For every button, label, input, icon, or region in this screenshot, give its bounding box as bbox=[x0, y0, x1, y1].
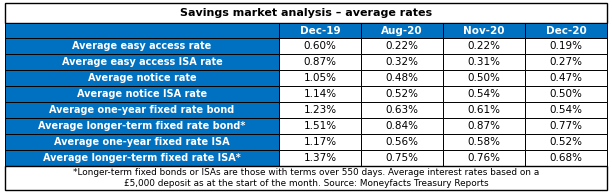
Bar bbox=[279, 102, 361, 118]
Text: Average notice rate: Average notice rate bbox=[88, 73, 196, 83]
Text: 1.51%: 1.51% bbox=[304, 121, 337, 131]
Text: 0.76%: 0.76% bbox=[468, 153, 501, 163]
Text: 0.50%: 0.50% bbox=[468, 73, 501, 83]
Bar bbox=[443, 102, 525, 118]
Text: Nov-20: Nov-20 bbox=[463, 25, 505, 36]
Bar bbox=[279, 134, 361, 150]
Text: Average notice ISA rate: Average notice ISA rate bbox=[77, 89, 207, 99]
Bar bbox=[361, 54, 443, 70]
Bar bbox=[443, 54, 525, 70]
Text: 1.37%: 1.37% bbox=[304, 153, 337, 163]
Bar bbox=[443, 86, 525, 102]
Bar bbox=[525, 23, 607, 38]
Bar bbox=[361, 23, 443, 38]
Text: 1.05%: 1.05% bbox=[304, 73, 337, 83]
Bar bbox=[443, 38, 525, 54]
Text: Dec-20: Dec-20 bbox=[546, 25, 586, 36]
Bar bbox=[525, 134, 607, 150]
Text: 0.32%: 0.32% bbox=[386, 57, 419, 67]
Bar bbox=[5, 86, 279, 102]
Text: 0.77%: 0.77% bbox=[550, 121, 583, 131]
Text: 0.68%: 0.68% bbox=[550, 153, 583, 163]
Bar bbox=[443, 134, 525, 150]
Bar bbox=[279, 86, 361, 102]
Bar bbox=[5, 38, 279, 54]
Bar bbox=[279, 118, 361, 134]
Text: Average longer-term fixed rate ISA*: Average longer-term fixed rate ISA* bbox=[43, 153, 241, 163]
Text: 0.54%: 0.54% bbox=[550, 105, 583, 115]
Bar bbox=[525, 70, 607, 86]
Bar bbox=[443, 70, 525, 86]
Text: 0.84%: 0.84% bbox=[386, 121, 419, 131]
Bar bbox=[443, 118, 525, 134]
Text: 0.27%: 0.27% bbox=[550, 57, 583, 67]
Bar bbox=[279, 150, 361, 166]
Bar bbox=[525, 86, 607, 102]
Text: 0.63%: 0.63% bbox=[386, 105, 419, 115]
Bar bbox=[5, 54, 279, 70]
Bar bbox=[443, 150, 525, 166]
Bar bbox=[361, 70, 443, 86]
Text: Average longer-term fixed rate bond*: Average longer-term fixed rate bond* bbox=[39, 121, 246, 131]
Text: Average easy access rate: Average easy access rate bbox=[72, 41, 212, 51]
Bar bbox=[361, 134, 443, 150]
Bar bbox=[525, 102, 607, 118]
Bar bbox=[361, 86, 443, 102]
Bar bbox=[5, 118, 279, 134]
Text: Aug-20: Aug-20 bbox=[381, 25, 423, 36]
Bar bbox=[5, 23, 279, 38]
Text: 1.17%: 1.17% bbox=[304, 137, 337, 147]
Text: 0.19%: 0.19% bbox=[550, 41, 583, 51]
Text: 0.75%: 0.75% bbox=[386, 153, 419, 163]
Text: *Longer-term fixed bonds or ISAs are those with terms over 550 days. Average int: *Longer-term fixed bonds or ISAs are tho… bbox=[73, 168, 539, 188]
Bar bbox=[5, 166, 607, 190]
Text: 0.58%: 0.58% bbox=[468, 137, 501, 147]
Bar bbox=[5, 134, 279, 150]
Text: 0.22%: 0.22% bbox=[468, 41, 501, 51]
Text: Dec-19: Dec-19 bbox=[300, 25, 340, 36]
Text: 1.23%: 1.23% bbox=[304, 105, 337, 115]
Text: Savings market analysis – average rates: Savings market analysis – average rates bbox=[180, 8, 432, 18]
Text: 0.52%: 0.52% bbox=[550, 137, 583, 147]
Bar bbox=[5, 3, 607, 23]
Text: 0.52%: 0.52% bbox=[386, 89, 419, 99]
Text: 0.22%: 0.22% bbox=[386, 41, 419, 51]
Text: 1.14%: 1.14% bbox=[304, 89, 337, 99]
Text: 0.60%: 0.60% bbox=[304, 41, 337, 51]
Text: 0.54%: 0.54% bbox=[468, 89, 501, 99]
Bar bbox=[361, 102, 443, 118]
Text: 0.87%: 0.87% bbox=[304, 57, 337, 67]
Text: 0.31%: 0.31% bbox=[468, 57, 501, 67]
Bar bbox=[279, 38, 361, 54]
Bar bbox=[279, 54, 361, 70]
Text: Average one-year fixed rate ISA: Average one-year fixed rate ISA bbox=[54, 137, 230, 147]
Bar bbox=[525, 38, 607, 54]
Text: 0.61%: 0.61% bbox=[468, 105, 501, 115]
Bar bbox=[525, 54, 607, 70]
Text: 0.56%: 0.56% bbox=[386, 137, 419, 147]
Bar bbox=[443, 23, 525, 38]
Text: 0.87%: 0.87% bbox=[468, 121, 501, 131]
Text: Average one-year fixed rate bond: Average one-year fixed rate bond bbox=[50, 105, 234, 115]
Bar bbox=[361, 118, 443, 134]
Bar bbox=[525, 118, 607, 134]
Text: 0.48%: 0.48% bbox=[386, 73, 419, 83]
Text: 0.50%: 0.50% bbox=[550, 89, 583, 99]
Bar bbox=[525, 150, 607, 166]
Bar bbox=[5, 70, 279, 86]
Bar bbox=[361, 150, 443, 166]
Bar bbox=[5, 102, 279, 118]
Bar bbox=[361, 38, 443, 54]
Text: Average easy access ISA rate: Average easy access ISA rate bbox=[62, 57, 222, 67]
Text: 0.47%: 0.47% bbox=[550, 73, 583, 83]
Bar bbox=[279, 70, 361, 86]
Bar bbox=[5, 150, 279, 166]
Bar bbox=[279, 23, 361, 38]
